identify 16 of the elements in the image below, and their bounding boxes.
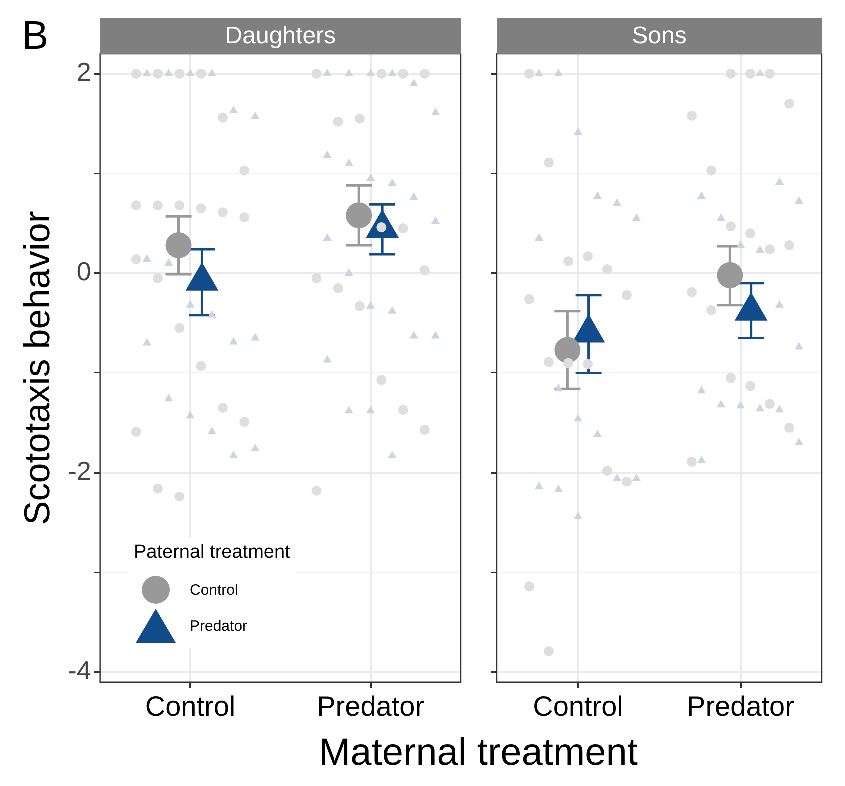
x-tick-label: Control bbox=[533, 690, 624, 722]
x-tick-label: Predator bbox=[317, 690, 425, 722]
legend-title: Paternal treatment bbox=[134, 542, 290, 564]
chart-title: Daughters bbox=[225, 22, 336, 50]
y-tick-label: -2 bbox=[68, 456, 92, 486]
text: B bbox=[22, 14, 49, 59]
chart-title: Sons bbox=[632, 22, 687, 50]
x-axis-title: Maternal treatment bbox=[318, 732, 639, 775]
y-tick-label: -4 bbox=[68, 656, 92, 686]
legend-label: Control bbox=[190, 582, 238, 598]
y-tick-label: 2 bbox=[76, 57, 92, 88]
y-tick-label: 0 bbox=[76, 256, 92, 287]
x-tick-label: Predator bbox=[687, 690, 794, 722]
legend-label: Predator bbox=[190, 618, 248, 634]
y-axis-title: Scototaxis behavior bbox=[16, 211, 58, 526]
x-tick-label: Control bbox=[145, 690, 236, 722]
